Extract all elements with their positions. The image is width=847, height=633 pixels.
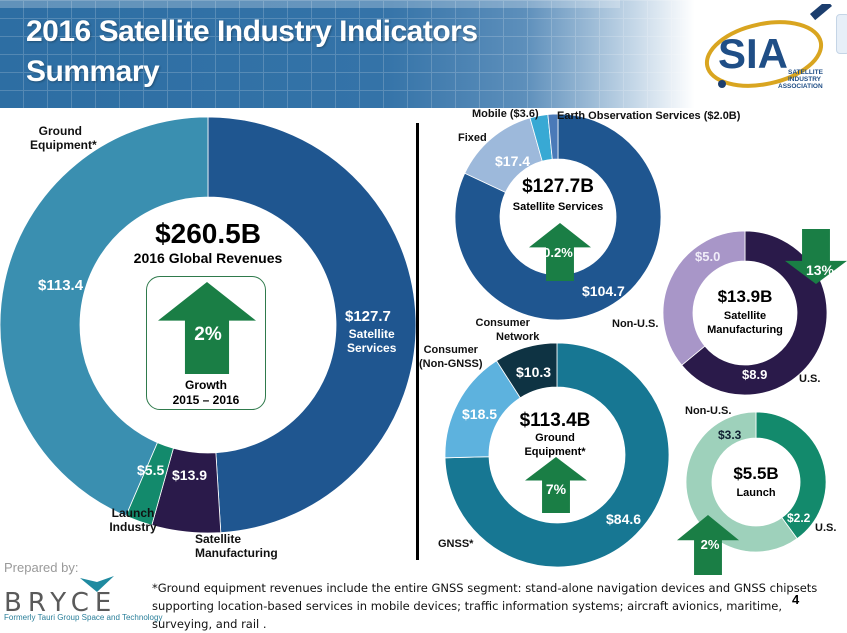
slice-manufacturing-u-s bbox=[681, 230, 828, 396]
launch-subtitle: Launch bbox=[736, 487, 776, 499]
label-network-l1: Consumer bbox=[475, 317, 530, 329]
slice-ground-gnss bbox=[444, 342, 670, 568]
label-launch-industry: Launch Industry bbox=[108, 506, 158, 534]
value-satellite-manufacturing: $13.9 bbox=[172, 467, 208, 483]
label-ground-equipment-l1: Ground bbox=[38, 124, 82, 138]
label-network-l2: Network bbox=[496, 331, 540, 343]
label-sat-mfg-l2: Manufacturing bbox=[195, 546, 278, 560]
label-satellite-services: Satellite Services bbox=[347, 327, 396, 355]
header-banner: 2016 Satellite Industry Indicators Summa… bbox=[0, 0, 847, 108]
growth-box bbox=[146, 276, 266, 410]
label-network: Consumer Network bbox=[466, 316, 540, 344]
value-fixed: $17.4 bbox=[495, 153, 531, 169]
value-gnss: $84.6 bbox=[606, 511, 642, 527]
slice-services-consumer bbox=[454, 113, 662, 321]
ground-subtitle-l1: Ground bbox=[535, 432, 575, 444]
label-sat-mfg-l1: Satellite bbox=[195, 532, 242, 546]
value-network: $10.3 bbox=[516, 364, 552, 380]
slice-ground-network bbox=[495, 342, 558, 399]
label-consumer-ng-l1: Consumer bbox=[423, 344, 478, 356]
label-satellite-services-l1: Satellite bbox=[348, 327, 395, 341]
label-mobile: Mobile ($3.6) bbox=[472, 108, 539, 120]
value-ground-equipment: $113.4 bbox=[38, 277, 84, 294]
services-total: $127.7B bbox=[522, 176, 594, 197]
ground-subtitle-l2: Equipment* bbox=[524, 446, 586, 458]
mfg-subtitle-l2: Manufacturing bbox=[707, 324, 783, 336]
mfg-growth-arrow-down-icon bbox=[785, 229, 847, 284]
logo-earth-icon bbox=[718, 80, 726, 88]
mfg-growth-value: 13% bbox=[805, 262, 835, 278]
launch-total: $5.5B bbox=[733, 464, 779, 483]
launch-growth-value: 2% bbox=[700, 537, 720, 552]
label-earth-observation: Earth Observation Services ($2.0B) bbox=[557, 110, 741, 122]
label-consumer-non-gnss: Consumer (Non-GNSS) bbox=[419, 343, 483, 371]
bryce-logo: BRYCE bbox=[4, 588, 118, 618]
label-services-nonus: Non-U.S. bbox=[612, 318, 659, 330]
bryce-subtitle: Formerly Tauri Group Space and Technolog… bbox=[4, 613, 163, 622]
label-mfg-us: U.S. bbox=[799, 373, 821, 385]
value-consumer: $104.7 bbox=[582, 283, 625, 299]
logo-text: SIA bbox=[718, 30, 788, 77]
slice-launch-u-s bbox=[755, 411, 827, 540]
global-growth-label: Growth 2015 – 2016 bbox=[146, 378, 266, 408]
sia-logo: SIA SATELLITE INDUSTRY ASSOCIATION bbox=[704, 4, 832, 90]
slice-global-satellite-services bbox=[207, 116, 417, 534]
header-band bbox=[0, 0, 620, 8]
logo-satellite-icon bbox=[810, 4, 832, 21]
page-number: 4 bbox=[792, 592, 800, 607]
label-ground-equipment: Ground Equipment* bbox=[30, 124, 97, 152]
ground-growth-arrow-icon bbox=[525, 457, 587, 513]
value-mfg-nonus: $5.0 bbox=[695, 249, 721, 264]
services-growth-arrow-icon bbox=[529, 223, 591, 281]
ground-subtitle: Ground Equipment* bbox=[500, 431, 610, 459]
global-growth-value: 2% bbox=[194, 324, 222, 345]
ground-growth-value: 7% bbox=[545, 481, 567, 497]
slice-services-earth-observation-services bbox=[547, 113, 559, 160]
logo-sub-3: ASSOCIATION bbox=[778, 83, 823, 90]
services-growth-value: 0.2% bbox=[543, 245, 573, 260]
value-launch: $5.5 bbox=[137, 462, 165, 478]
launch-growth-arrow-icon bbox=[677, 515, 739, 575]
logo-sub-2: INDUSTRY bbox=[788, 76, 822, 83]
growth-label-l2: 2015 – 2016 bbox=[172, 393, 240, 407]
label-ground-equipment-l2: Equipment* bbox=[30, 138, 97, 152]
label-gnss: GNSS* bbox=[438, 538, 474, 550]
side-tab[interactable] bbox=[836, 14, 847, 54]
slice-global-ground-equipment bbox=[0, 116, 209, 517]
label-satellite-services-l2: Services bbox=[347, 341, 397, 355]
footnote: *Ground equipment revenues include the e… bbox=[152, 581, 818, 631]
value-launch-us: $2.2 bbox=[787, 511, 811, 525]
global-growth-arrow-icon bbox=[158, 282, 256, 374]
label-launch-us: U.S. bbox=[815, 522, 837, 534]
global-total: $260.5B bbox=[155, 218, 261, 249]
donut-charts bbox=[0, 113, 847, 575]
title-line-2: Summary bbox=[26, 55, 160, 88]
label-fixed: Fixed bbox=[458, 132, 487, 144]
value-launch-nonus: $3.3 bbox=[718, 428, 742, 442]
mfg-total: $13.9B bbox=[717, 287, 773, 306]
title-line-1: 2016 Satellite Industry Indicators bbox=[26, 15, 478, 48]
mfg-subtitle: Satellite Manufacturing bbox=[695, 309, 795, 337]
value-satellite-services: $127.7 bbox=[345, 308, 391, 325]
label-consumer-ng-l2: (Non-GNSS) bbox=[419, 358, 483, 370]
page-title: 2016 Satellite Industry Indicators Summa… bbox=[26, 12, 478, 92]
mfg-subtitle-l1: Satellite bbox=[723, 310, 767, 322]
services-subtitle: Satellite Services bbox=[512, 201, 604, 213]
value-consumer-non-gnss: $18.5 bbox=[462, 406, 498, 422]
global-subtitle: 2016 Global Revenues bbox=[133, 250, 283, 266]
label-launch-nonus: Non-U.S. bbox=[685, 405, 732, 417]
ground-total: $113.4B bbox=[519, 410, 591, 431]
prepared-by: Prepared by: bbox=[4, 560, 79, 575]
logo-orbit bbox=[704, 20, 824, 88]
growth-label-l1: Growth bbox=[185, 378, 227, 392]
value-mfg-us: $8.9 bbox=[742, 367, 768, 382]
logo-sub-1: SATELLITE bbox=[788, 69, 824, 76]
blueprint-pattern bbox=[0, 0, 847, 108]
label-satellite-manufacturing: Satellite Manufacturing bbox=[195, 532, 278, 560]
bryce-chevron-icon bbox=[80, 576, 114, 592]
label-launch-l1: Launch bbox=[111, 506, 155, 520]
vertical-divider bbox=[416, 123, 419, 560]
label-launch-l2: Industry bbox=[109, 520, 157, 534]
slice-manufacturing-non-u-s bbox=[662, 230, 746, 366]
